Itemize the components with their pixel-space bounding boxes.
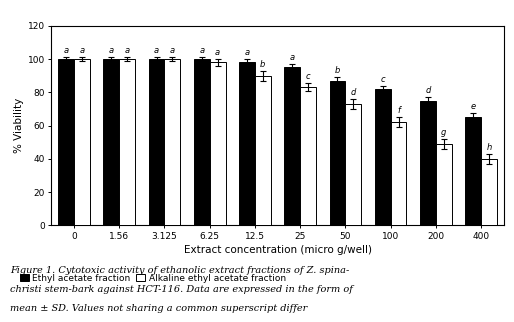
Text: a: a <box>109 46 114 55</box>
Text: a: a <box>124 46 130 55</box>
Text: a: a <box>64 46 69 55</box>
Text: a: a <box>199 46 205 55</box>
Bar <box>284 67 300 225</box>
Text: f: f <box>397 106 400 115</box>
Text: b: b <box>260 60 266 69</box>
Bar <box>300 87 316 225</box>
Bar <box>58 59 74 225</box>
Bar <box>119 59 135 225</box>
Bar <box>329 81 345 225</box>
Bar <box>345 104 361 225</box>
Bar <box>149 59 164 225</box>
Bar <box>103 59 119 225</box>
Bar <box>239 62 255 225</box>
Bar <box>391 122 407 225</box>
Text: b: b <box>335 66 340 75</box>
Bar <box>436 144 452 225</box>
Text: d: d <box>351 88 356 97</box>
Bar <box>375 89 391 225</box>
X-axis label: Extract concentration (micro g/well): Extract concentration (micro g/well) <box>183 245 372 255</box>
Y-axis label: % Viability: % Viability <box>14 98 24 153</box>
Text: a: a <box>245 48 250 57</box>
Text: a: a <box>170 46 175 55</box>
Bar <box>74 59 90 225</box>
Bar <box>420 101 436 225</box>
Text: Figure 1. Cytotoxic activity of ethanolic extract fractions of Z. spina-: Figure 1. Cytotoxic activity of ethanoli… <box>10 266 350 275</box>
Text: a: a <box>215 48 220 57</box>
Text: christi stem-bark against HCT-116. Data are expressed in the form of: christi stem-bark against HCT-116. Data … <box>10 285 353 294</box>
Bar <box>210 62 226 225</box>
Text: e: e <box>471 102 476 111</box>
Text: a: a <box>154 46 159 55</box>
Text: d: d <box>425 86 431 95</box>
Text: g: g <box>441 128 447 137</box>
Text: a: a <box>79 46 84 55</box>
Bar <box>194 59 210 225</box>
Text: a: a <box>290 53 295 62</box>
Text: c: c <box>380 75 385 84</box>
Bar <box>164 59 180 225</box>
Bar <box>465 117 481 225</box>
Text: c: c <box>306 72 310 81</box>
Bar <box>481 159 497 225</box>
Text: h: h <box>486 143 492 152</box>
Text: mean ± SD. Values not sharing a common superscript differ: mean ± SD. Values not sharing a common s… <box>10 304 307 313</box>
Legend: Ethyl acetate fraction, Alkaline ethyl acetate fraction: Ethyl acetate fraction, Alkaline ethyl a… <box>20 274 286 283</box>
Bar <box>255 76 271 225</box>
